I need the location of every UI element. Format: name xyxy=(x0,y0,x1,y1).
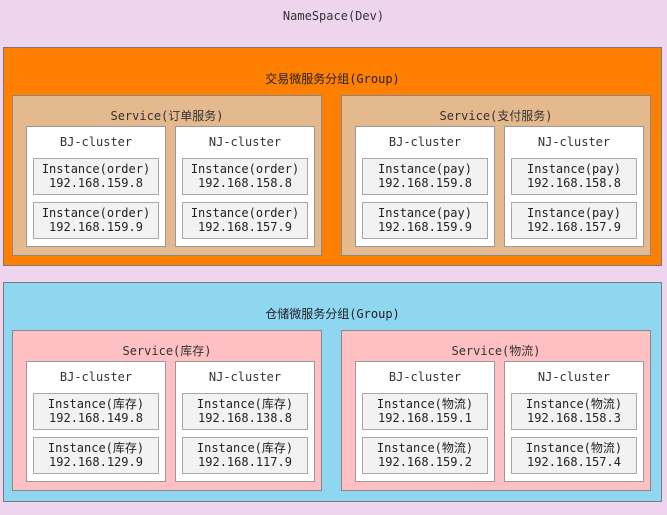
instance-box: Instance(order) 192.168.157.9 xyxy=(182,202,308,239)
service-title: Service(支付服务) xyxy=(439,109,553,123)
instance-ip: 192.168.159.9 xyxy=(378,220,472,234)
cluster-nj: NJ-cluster Instance(pay) 192.168.158.8 I… xyxy=(504,126,644,247)
instance-box: Instance(物流) 192.168.157.4 xyxy=(511,437,637,474)
cluster-nj: NJ-cluster Instance(物流) 192.168.158.3 In… xyxy=(504,361,644,482)
service-title: Service(订单服务) xyxy=(110,109,224,123)
instance-ip: 192.168.117.9 xyxy=(198,455,292,469)
cluster-title: BJ-cluster xyxy=(388,370,462,384)
instance-ip: 192.168.138.8 xyxy=(198,411,292,425)
cluster-title: NJ-cluster xyxy=(208,135,282,149)
instance-name: Instance(物流) xyxy=(525,397,623,411)
service-order: Service(订单服务) BJ-cluster Instance(order)… xyxy=(12,95,322,256)
namespace-title: NameSpace(Dev) xyxy=(282,9,385,23)
instance-name: Instance(pay) xyxy=(378,162,472,176)
cluster-bj: BJ-cluster Instance(pay) 192.168.159.8 I… xyxy=(355,126,495,247)
instance-box: Instance(物流) 192.168.159.1 xyxy=(362,393,488,430)
service-title: Service(物流) xyxy=(451,344,541,358)
instance-name: Instance(pay) xyxy=(527,206,621,220)
cluster-title: NJ-cluster xyxy=(537,370,611,384)
group-storage: 仓储微服务分组(Group) Service(库存) BJ-cluster In… xyxy=(3,282,662,502)
instance-ip: 192.168.159.8 xyxy=(49,176,143,190)
instance-name: Instance(order) xyxy=(41,206,151,220)
instance-ip: 192.168.157.9 xyxy=(198,220,292,234)
cluster-bj: BJ-cluster Instance(库存) 192.168.149.8 In… xyxy=(26,361,166,482)
cluster-nj: NJ-cluster Instance(order) 192.168.158.8… xyxy=(175,126,315,247)
instance-box: Instance(order) 192.168.159.8 xyxy=(33,158,159,195)
instance-box: Instance(pay) 192.168.158.8 xyxy=(511,158,637,195)
cluster-title: BJ-cluster xyxy=(59,135,133,149)
instance-name: Instance(pay) xyxy=(527,162,621,176)
service-logistics: Service(物流) BJ-cluster Instance(物流) 192.… xyxy=(341,330,651,491)
instance-box: Instance(pay) 192.168.159.8 xyxy=(362,158,488,195)
instance-box: Instance(order) 192.168.159.9 xyxy=(33,202,159,239)
instance-ip: 192.168.149.8 xyxy=(49,411,143,425)
group-title: 仓储微服务分组(Group) xyxy=(265,307,400,321)
instance-box: Instance(pay) 192.168.157.9 xyxy=(511,202,637,239)
instance-ip: 192.168.159.1 xyxy=(378,411,472,425)
instance-ip: 192.168.157.4 xyxy=(527,455,621,469)
service-title: Service(库存) xyxy=(122,344,212,358)
instance-ip: 192.168.158.8 xyxy=(198,176,292,190)
instance-name: Instance(库存) xyxy=(47,441,145,455)
cluster-title: BJ-cluster xyxy=(388,135,462,149)
instance-name: Instance(库存) xyxy=(47,397,145,411)
cluster-bj: BJ-cluster Instance(物流) 192.168.159.1 In… xyxy=(355,361,495,482)
instance-name: Instance(库存) xyxy=(196,397,294,411)
instance-name: Instance(物流) xyxy=(376,397,474,411)
instance-box: Instance(库存) 192.168.117.9 xyxy=(182,437,308,474)
cluster-nj: NJ-cluster Instance(库存) 192.168.138.8 In… xyxy=(175,361,315,482)
instance-name: Instance(order) xyxy=(190,206,300,220)
instance-box: Instance(物流) 192.168.158.3 xyxy=(511,393,637,430)
instance-ip: 192.168.129.9 xyxy=(49,455,143,469)
instance-box: Instance(order) 192.168.158.8 xyxy=(182,158,308,195)
instance-box: Instance(库存) 192.168.129.9 xyxy=(33,437,159,474)
instance-ip: 192.168.158.8 xyxy=(527,176,621,190)
group-title: 交易微服务分组(Group) xyxy=(265,72,400,86)
instance-ip: 192.168.158.3 xyxy=(527,411,621,425)
instance-name: Instance(库存) xyxy=(196,441,294,455)
instance-box: Instance(库存) 192.168.138.8 xyxy=(182,393,308,430)
instance-box: Instance(pay) 192.168.159.9 xyxy=(362,202,488,239)
cluster-bj: BJ-cluster Instance(order) 192.168.159.8… xyxy=(26,126,166,247)
group-trade: 交易微服务分组(Group) Service(订单服务) BJ-cluster … xyxy=(3,47,662,266)
instance-name: Instance(order) xyxy=(190,162,300,176)
instance-ip: 192.168.159.8 xyxy=(378,176,472,190)
instance-ip: 192.168.157.9 xyxy=(527,220,621,234)
cluster-title: NJ-cluster xyxy=(208,370,282,384)
instance-box: Instance(库存) 192.168.149.8 xyxy=(33,393,159,430)
instance-name: Instance(物流) xyxy=(525,441,623,455)
instance-name: Instance(物流) xyxy=(376,441,474,455)
cluster-title: NJ-cluster xyxy=(537,135,611,149)
instance-ip: 192.168.159.9 xyxy=(49,220,143,234)
service-inventory: Service(库存) BJ-cluster Instance(库存) 192.… xyxy=(12,330,322,491)
instance-box: Instance(物流) 192.168.159.2 xyxy=(362,437,488,474)
instance-ip: 192.168.159.2 xyxy=(378,455,472,469)
cluster-title: BJ-cluster xyxy=(59,370,133,384)
service-pay: Service(支付服务) BJ-cluster Instance(pay) 1… xyxy=(341,95,651,256)
instance-name: Instance(order) xyxy=(41,162,151,176)
instance-name: Instance(pay) xyxy=(378,206,472,220)
